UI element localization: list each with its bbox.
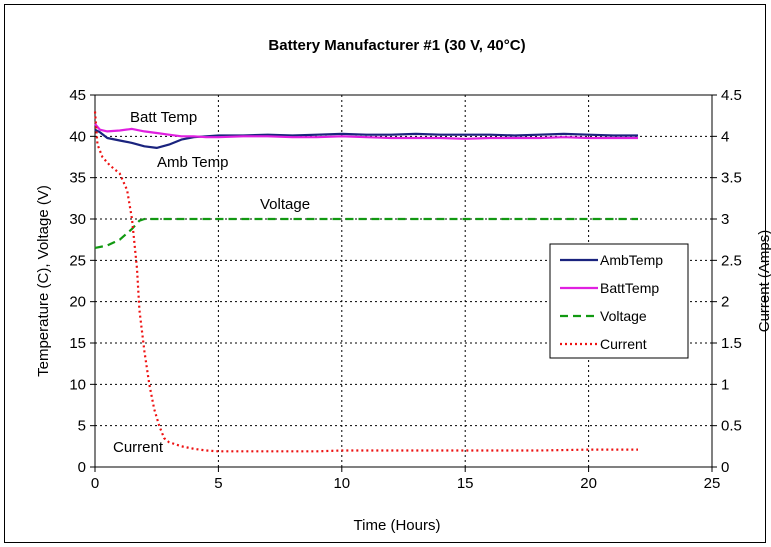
x-tick-label: 5 (214, 475, 222, 492)
y-tick-label: 15 (69, 335, 86, 352)
series-line-ambtemp (94, 128, 638, 149)
x-axis-title: Time (Hours) (354, 517, 441, 534)
series-line-voltage (94, 217, 638, 249)
y-tick-label: 10 (69, 376, 86, 393)
y2-tick-label: 4 (721, 128, 729, 145)
y2-tick-label: 4.5 (721, 87, 742, 104)
tick-labels: 0 5 10 15 20 25 30 35 40 45 0 0.5 1 1.5 2 2.5 3 3.5 4 4.5 0 5… (69, 87, 742, 492)
y2-axis-title: Current (Amps) (756, 230, 771, 333)
y-tick-label: 5 (78, 418, 86, 435)
y2-tick-label: 3.5 (721, 170, 742, 187)
y-tick-label: 20 (69, 294, 86, 311)
y2-tick-label: 3 (721, 211, 729, 228)
series-line-batttemp (94, 123, 638, 140)
series-group (93, 111, 638, 453)
chart-title: Battery Manufacturer #1 (30 V, 40°C) (268, 37, 525, 54)
y-axis-title: Temperature (C), Voltage (V) (35, 185, 52, 377)
y2-tick-label: 0.5 (721, 418, 742, 435)
x-tick-label: 15 (457, 475, 474, 492)
legend-label-batttemp: BattTemp (600, 280, 659, 296)
annotation-voltage: Voltage (260, 196, 310, 213)
y2-tick-label: 0 (721, 459, 729, 476)
annotation-current: Current (113, 439, 164, 456)
y-tick-label: 0 (78, 459, 86, 476)
y-tick-label: 25 (69, 252, 86, 269)
legend-box (549, 243, 689, 359)
legend-label-voltage: Voltage (600, 308, 647, 324)
y2-tick-label: 2.5 (721, 252, 742, 269)
y-tick-label: 35 (69, 170, 86, 187)
plot-area-border (94, 94, 713, 468)
series-line-current (93, 111, 638, 453)
y-tick-label: 40 (69, 128, 86, 145)
x-tick-label: 10 (333, 475, 350, 492)
y2-tick-label: 2 (721, 294, 729, 311)
x-tick-label: 25 (704, 475, 721, 492)
y-tick-label: 30 (69, 211, 86, 228)
y2-tick-label: 1.5 (721, 335, 742, 352)
annotation-amb-temp: Amb Temp (157, 154, 228, 171)
x-tick-label: 20 (580, 475, 597, 492)
x-tick-label: 0 (91, 475, 99, 492)
annotation-batt-temp: Batt Temp (130, 109, 197, 126)
y2-tick-label: 1 (721, 376, 729, 393)
legend-label-ambtemp: AmbTemp (600, 252, 663, 268)
legend: AmbTemp BattTemp Voltage Current (549, 243, 689, 359)
legend-label-current: Current (600, 336, 647, 352)
y-tick-label: 45 (69, 87, 86, 104)
